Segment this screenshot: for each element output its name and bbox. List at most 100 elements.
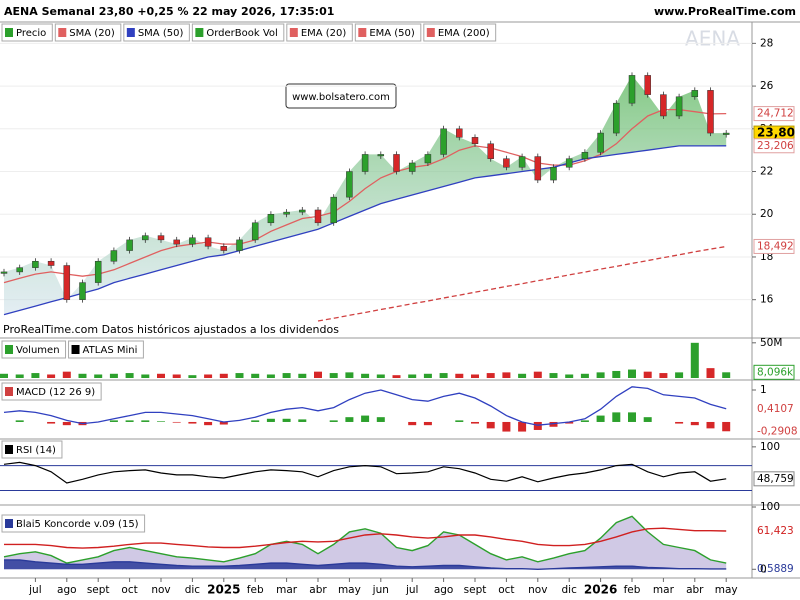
x-tick-label: dic xyxy=(185,584,201,596)
volume-bar xyxy=(423,373,432,378)
value-label-box xyxy=(753,238,795,254)
histogram-bar xyxy=(675,421,684,424)
volume-bar xyxy=(219,373,228,378)
candle xyxy=(628,75,636,104)
histogram-bar xyxy=(172,421,181,423)
legend-item xyxy=(1,440,63,459)
candle xyxy=(487,143,494,159)
x-tick-label: ago xyxy=(434,584,454,596)
x-tick-label: feb xyxy=(247,584,264,596)
candle xyxy=(126,239,133,251)
volume-bar xyxy=(533,371,542,378)
candle xyxy=(0,271,8,274)
volume-bar xyxy=(298,373,307,378)
plot xyxy=(0,461,752,492)
volume-bar xyxy=(486,373,495,378)
histogram-bar xyxy=(329,420,338,422)
legend-label: OrderBook Vol xyxy=(206,28,277,39)
histogram-bar xyxy=(157,421,165,422)
volume-bar xyxy=(580,373,589,378)
volume-bar xyxy=(157,373,165,378)
x-tick-label: jun xyxy=(372,584,389,596)
legend-swatch xyxy=(5,28,13,37)
candle xyxy=(393,154,400,172)
candle xyxy=(330,196,337,224)
volume-bar xyxy=(706,368,715,378)
volume-bar xyxy=(376,374,385,378)
volume-bar xyxy=(596,372,605,378)
volume-bar xyxy=(282,373,291,378)
legend-swatch xyxy=(5,387,13,396)
legend-label: EMA (50) xyxy=(369,28,415,39)
histogram-bar xyxy=(298,419,307,422)
legend-label: Blai5 Koncorde v.09 (15) xyxy=(16,519,139,530)
volume-bar xyxy=(31,373,40,378)
legend-item xyxy=(123,23,190,42)
candle xyxy=(110,250,118,262)
legend-item xyxy=(191,23,285,42)
volume-bar xyxy=(392,375,401,378)
x-tick-label: 2026 xyxy=(584,583,617,597)
volume-bar xyxy=(172,374,181,378)
histogram-bar xyxy=(455,420,464,422)
x-tick-label: mar xyxy=(653,584,675,596)
candle xyxy=(63,265,71,300)
line xyxy=(3,386,727,426)
candle xyxy=(251,222,259,241)
y-tick-label: 0 xyxy=(760,563,767,575)
volume-bar xyxy=(94,374,103,378)
y-tick-label: 50M xyxy=(760,337,782,349)
histogram-bar xyxy=(643,417,652,422)
price-area xyxy=(4,75,727,315)
candle xyxy=(503,158,510,168)
histogram-bar xyxy=(408,421,417,426)
value-label: 0,5889 xyxy=(757,563,794,575)
volume-bar xyxy=(204,374,213,378)
candle xyxy=(79,282,86,300)
histogram-bar xyxy=(109,420,118,422)
value-label-box xyxy=(754,424,794,439)
x-tick-label: nov xyxy=(151,584,170,596)
volume-bar xyxy=(471,374,479,378)
legend-item xyxy=(54,23,122,42)
candle xyxy=(675,96,683,117)
annotation: www.bolsatero.com xyxy=(292,92,390,103)
y-tick-label: 20 xyxy=(760,208,773,220)
candle xyxy=(471,137,479,145)
chart-title: AENA Semanal 23,80 +0,25 % 22 may 2026, … xyxy=(4,5,334,18)
candle xyxy=(707,90,714,134)
x-tick-label: mar xyxy=(276,584,298,596)
value-label-box xyxy=(754,524,794,539)
candle xyxy=(722,132,730,135)
legend-label: ATLAS Mini xyxy=(83,345,138,356)
volume-bar xyxy=(628,369,636,378)
legend-item xyxy=(1,23,53,42)
histogram-bar xyxy=(596,415,605,422)
histogram-bar xyxy=(518,421,527,432)
candle xyxy=(534,156,542,181)
source: www.ProRealTime.com xyxy=(654,5,796,18)
histogram-bar xyxy=(580,420,589,422)
volume-bar xyxy=(188,375,197,378)
candle xyxy=(424,154,432,164)
candle xyxy=(408,162,416,172)
area xyxy=(4,516,727,570)
legend-label: Volumen xyxy=(16,345,60,356)
histogram-bar xyxy=(15,420,24,422)
legend-swatch xyxy=(195,28,204,37)
x-tick-label: jul xyxy=(28,584,42,596)
candle xyxy=(597,132,604,153)
legend-swatch xyxy=(5,519,13,528)
legend-item xyxy=(354,23,422,42)
histogram-bar xyxy=(251,420,260,422)
volume-bar xyxy=(251,373,260,378)
legend-label: MACD (12 26 9) xyxy=(16,387,95,398)
x-tick-label: ago xyxy=(57,584,77,596)
volume-bar xyxy=(408,374,417,378)
legend-label: SMA (50) xyxy=(138,28,184,39)
legend-swatch xyxy=(289,28,298,37)
histogram-bar xyxy=(376,417,385,422)
candle xyxy=(361,154,369,172)
x-tick-label: sept xyxy=(464,584,487,596)
